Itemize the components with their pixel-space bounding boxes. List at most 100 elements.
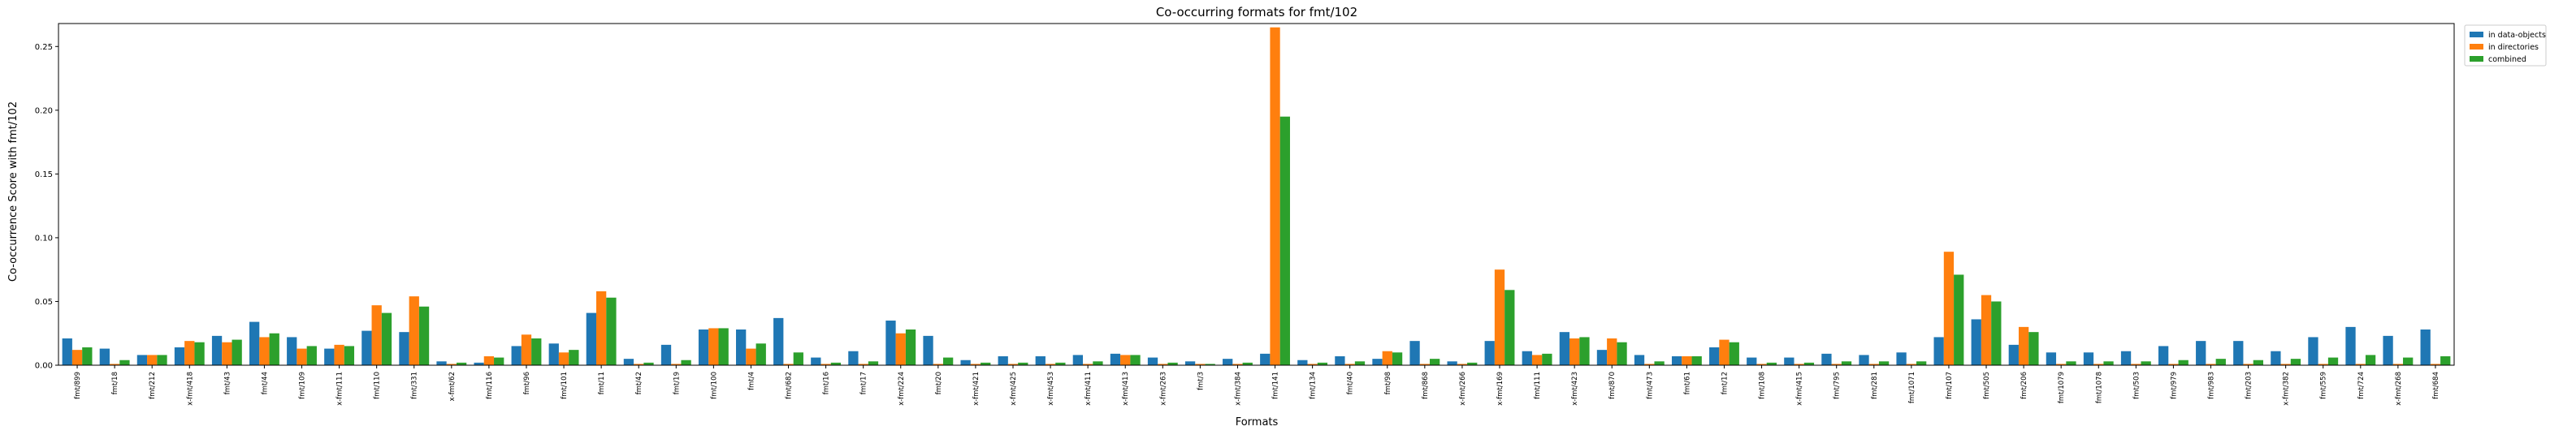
bar — [1691, 356, 1702, 365]
bar — [2046, 352, 2057, 365]
x-tick-label: fmt/18 — [111, 372, 119, 394]
x-tick-label: fmt/979 — [2170, 372, 2178, 399]
bar — [868, 361, 879, 365]
x-tick-label: fmt/16 — [823, 372, 831, 394]
bar — [399, 332, 409, 365]
bar — [783, 364, 794, 365]
bar — [1083, 364, 1093, 365]
bar — [1205, 364, 1215, 365]
bar — [1447, 361, 1457, 365]
bar — [157, 355, 167, 365]
bar — [184, 341, 195, 365]
bar — [2383, 335, 2393, 365]
bar — [2206, 364, 2216, 365]
bar — [1831, 364, 1842, 365]
bar — [1307, 364, 1318, 365]
bar — [586, 312, 596, 365]
bar — [1671, 356, 1682, 365]
x-tick-label: fmt/43 — [223, 372, 232, 394]
bar — [1607, 338, 1617, 365]
x-tick-label: fmt/1078 — [2095, 372, 2103, 403]
x-tick-label: fmt/40 — [1347, 372, 1355, 394]
bar — [1158, 364, 1168, 365]
x-tick-label: x-fmt/111 — [336, 372, 344, 406]
x-tick-label: fmt/206 — [2020, 372, 2028, 399]
bar — [2327, 357, 2339, 365]
bar — [1933, 337, 1944, 365]
x-tick-label: fmt/682 — [786, 372, 794, 399]
bar — [1457, 364, 1468, 365]
x-tick-label: x-fmt/413 — [1122, 372, 1130, 406]
x-tick-label: x-fmt/224 — [898, 372, 906, 406]
bar — [773, 317, 784, 365]
bar — [1484, 341, 1495, 365]
bar — [2158, 346, 2169, 365]
bar — [474, 362, 484, 365]
bar — [531, 338, 542, 365]
bar — [1522, 351, 1532, 365]
bar — [1419, 364, 1430, 365]
bar — [1906, 364, 1917, 365]
bar — [1035, 356, 1046, 365]
bar — [2120, 351, 2132, 365]
bar — [1542, 353, 1552, 365]
bar — [708, 328, 719, 365]
bar — [1784, 357, 1795, 365]
bar — [2131, 364, 2141, 365]
x-tick-label: fmt/1071 — [1908, 372, 1916, 403]
bar — [269, 333, 279, 365]
bar — [660, 344, 672, 365]
bar — [569, 350, 579, 365]
bar — [381, 312, 392, 365]
bar — [1110, 353, 1121, 365]
bar — [71, 350, 83, 365]
bar — [1467, 362, 1478, 365]
x-tick-label: fmt/17 — [860, 372, 868, 394]
legend-box — [2464, 24, 2547, 67]
x-tick-label: fmt/281 — [1871, 372, 1879, 399]
bar — [2066, 361, 2076, 365]
bar — [1682, 356, 1692, 365]
bar — [623, 359, 634, 365]
bar — [2280, 364, 2291, 365]
legend-label: combined — [2488, 55, 2526, 64]
bar — [1260, 353, 1271, 365]
bar — [558, 352, 569, 365]
bar — [606, 297, 617, 365]
bar — [211, 335, 223, 365]
bar — [287, 337, 297, 365]
bar — [1729, 342, 1739, 365]
bar — [1018, 362, 1028, 365]
bar — [1878, 361, 1890, 365]
bar — [494, 357, 504, 365]
bar — [1093, 361, 1103, 365]
bar — [942, 357, 954, 365]
bar — [2018, 326, 2029, 365]
bar — [1531, 355, 1543, 365]
bar — [2093, 364, 2104, 365]
bar — [895, 333, 906, 365]
bar — [344, 346, 355, 365]
bar — [960, 360, 971, 365]
bar — [1821, 353, 1832, 365]
bar — [1344, 364, 1355, 365]
x-axis: fmt/899 fmt/18 fmt/212 x-fmt/418 fmt/43 fmt/4… — [74, 365, 2440, 406]
x-tick-label: fmt/868 — [1422, 372, 1430, 399]
bar — [1709, 347, 1720, 365]
bar — [483, 356, 495, 365]
bar — [1943, 252, 1955, 365]
bar — [2008, 344, 2019, 365]
bar — [1747, 357, 1757, 365]
x-tick-label: fmt/44 — [261, 372, 269, 394]
bar — [595, 291, 607, 365]
bar — [174, 347, 185, 365]
bar — [1868, 364, 1879, 365]
bar — [848, 351, 859, 365]
x-tick-label: fmt/1079 — [2058, 372, 2066, 403]
bar — [1232, 364, 1243, 365]
plot-frame — [58, 23, 2455, 366]
x-tick-label: fmt/141 — [1272, 372, 1280, 399]
bar — [2392, 364, 2404, 365]
series-combined — [82, 116, 2451, 365]
